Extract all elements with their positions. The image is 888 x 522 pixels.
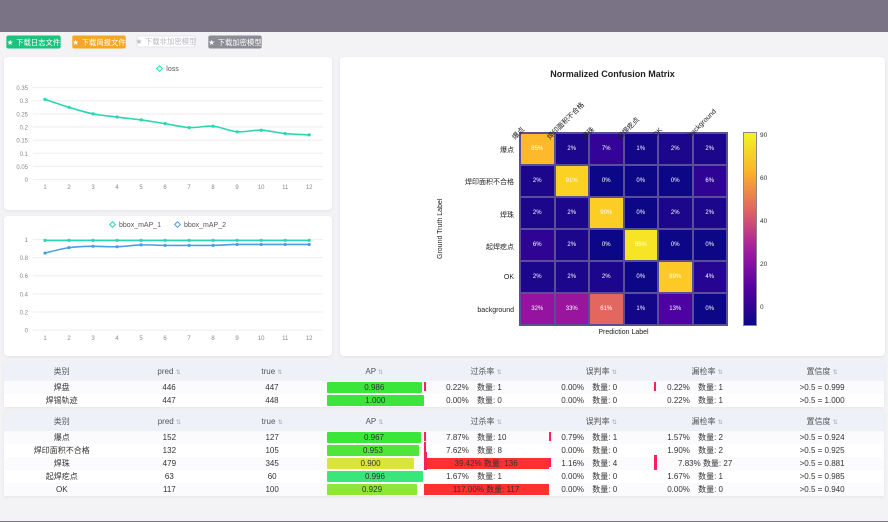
svg-text:5: 5 — [139, 336, 143, 342]
svg-text:1: 1 — [43, 336, 47, 342]
svg-text:0.15: 0.15 — [16, 139, 28, 145]
svg-text:9: 9 — [235, 185, 239, 191]
svg-text:11: 11 — [282, 185, 289, 191]
svg-text:0.1: 0.1 — [20, 152, 29, 158]
svg-text:6: 6 — [163, 185, 167, 191]
svg-text:2: 2 — [67, 185, 71, 191]
svg-text:8: 8 — [211, 336, 215, 342]
svg-text:0.2: 0.2 — [20, 311, 29, 317]
svg-text:0.3: 0.3 — [20, 99, 29, 105]
svg-text:0.6: 0.6 — [20, 274, 29, 280]
svg-text:1: 1 — [43, 185, 47, 191]
svg-text:11: 11 — [282, 336, 289, 342]
svg-text:0.25: 0.25 — [16, 112, 28, 118]
svg-text:0.2: 0.2 — [20, 126, 29, 132]
svg-text:0.35: 0.35 — [16, 86, 28, 92]
svg-text:2: 2 — [67, 336, 71, 342]
svg-text:4: 4 — [115, 185, 119, 191]
svg-text:3: 3 — [91, 336, 95, 342]
svg-text:7: 7 — [187, 336, 191, 342]
svg-text:0: 0 — [25, 329, 29, 335]
svg-text:7: 7 — [187, 185, 191, 191]
svg-text:8: 8 — [211, 185, 215, 191]
svg-text:12: 12 — [306, 336, 313, 342]
svg-text:4: 4 — [115, 336, 119, 342]
svg-text:10: 10 — [258, 336, 265, 342]
svg-text:0.8: 0.8 — [20, 256, 29, 262]
svg-text:12: 12 — [306, 185, 313, 191]
svg-text:10: 10 — [258, 185, 265, 191]
svg-text:0.4: 0.4 — [20, 292, 29, 298]
svg-text:0: 0 — [25, 178, 29, 184]
svg-text:3: 3 — [91, 185, 95, 191]
svg-text:6: 6 — [163, 336, 167, 342]
svg-text:1: 1 — [25, 238, 29, 244]
svg-text:0.05: 0.05 — [16, 165, 28, 171]
svg-text:5: 5 — [139, 185, 143, 191]
svg-text:9: 9 — [235, 336, 239, 342]
